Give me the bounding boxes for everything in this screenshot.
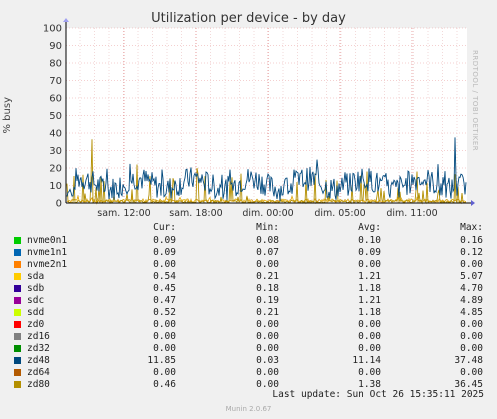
y-tick-label: 80 — [49, 59, 62, 70]
y-tick-label: 90 — [49, 41, 62, 52]
y-axis-arrow — [63, 18, 69, 22]
chart-title: Utilization per device - by day — [151, 11, 346, 26]
y-tick-label: 20 — [49, 164, 62, 175]
y-tick-label: 60 — [49, 94, 62, 105]
rrdtool-watermark: RRDTOOL / TOBI OETIKER — [471, 50, 479, 152]
x-tick-label: sam. 12:00 — [97, 208, 150, 219]
munin-version: Munin 2.0.67 — [225, 405, 272, 413]
series-zd80-line — [66, 139, 467, 205]
y-tick-label: 70 — [49, 76, 62, 87]
y-tick-label: 50 — [49, 111, 62, 122]
x-tick-label: dim. 00:00 — [242, 208, 293, 219]
y-tick-label: 30 — [49, 146, 62, 157]
y-tick-label: 100 — [43, 24, 62, 35]
last-update-text: Last update: Sun Oct 26 15:35:11 2025 — [272, 389, 484, 400]
series-zd48-line — [66, 137, 467, 202]
y-tick-label: 10 — [49, 181, 62, 192]
x-tick-label: dim. 11:00 — [386, 208, 437, 219]
y-tick-label: 0 — [56, 199, 62, 210]
x-tick-label: sam. 18:00 — [169, 208, 222, 219]
y-tick-label: 40 — [49, 129, 62, 140]
x-tick-label: dim. 05:00 — [314, 208, 365, 219]
x-axis-arrow — [471, 200, 475, 206]
